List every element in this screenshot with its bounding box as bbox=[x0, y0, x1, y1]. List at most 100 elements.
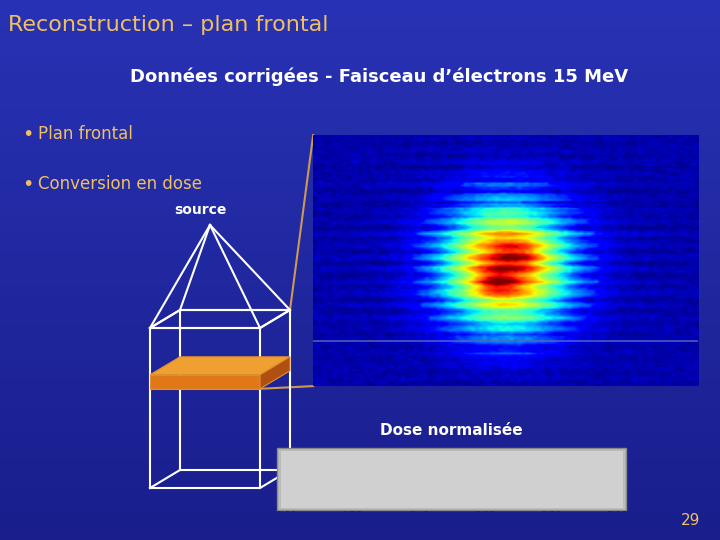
Text: Dose normalisée: Dose normalisée bbox=[380, 423, 523, 438]
Text: 0.00: 0.00 bbox=[275, 503, 297, 514]
Bar bbox=[0, 294, 720, 297]
Text: 0.20: 0.20 bbox=[341, 503, 363, 514]
Bar bbox=[0, 427, 720, 429]
Bar bbox=[0, 103, 720, 105]
Bar bbox=[0, 362, 720, 364]
Bar bbox=[0, 232, 720, 235]
Bar bbox=[0, 367, 720, 370]
Bar bbox=[0, 462, 720, 464]
Bar bbox=[0, 335, 720, 338]
Bar bbox=[442, 495, 618, 498]
Bar bbox=[0, 356, 720, 359]
Bar bbox=[0, 208, 720, 211]
Bar bbox=[0, 378, 720, 381]
Bar bbox=[0, 235, 720, 238]
Bar bbox=[0, 510, 720, 513]
Bar bbox=[0, 284, 720, 286]
Bar bbox=[0, 202, 720, 205]
Bar bbox=[0, 124, 720, 127]
Bar bbox=[0, 43, 720, 46]
Bar bbox=[0, 240, 720, 243]
Bar bbox=[0, 205, 720, 208]
Bar bbox=[0, 402, 720, 405]
Bar bbox=[0, 491, 720, 494]
Bar bbox=[0, 138, 720, 140]
Bar bbox=[0, 54, 720, 57]
Bar bbox=[0, 432, 720, 435]
Bar bbox=[0, 459, 720, 462]
Bar bbox=[0, 332, 720, 335]
Bar bbox=[0, 389, 720, 392]
Bar bbox=[0, 418, 720, 421]
Bar bbox=[0, 94, 720, 97]
Bar bbox=[0, 243, 720, 246]
Bar bbox=[0, 162, 720, 165]
Bar bbox=[0, 130, 720, 132]
Bar bbox=[0, 30, 720, 32]
Bar bbox=[0, 286, 720, 289]
Bar bbox=[0, 448, 720, 451]
Bar bbox=[0, 327, 720, 329]
Bar bbox=[0, 297, 720, 300]
Bar bbox=[0, 140, 720, 143]
Bar bbox=[0, 537, 720, 540]
Bar bbox=[0, 119, 720, 122]
Bar bbox=[0, 238, 720, 240]
Bar bbox=[0, 475, 720, 478]
Bar bbox=[0, 5, 720, 8]
Bar bbox=[0, 194, 720, 197]
Bar bbox=[0, 32, 720, 35]
Bar bbox=[0, 97, 720, 100]
Bar bbox=[0, 200, 720, 202]
Bar bbox=[0, 375, 720, 378]
Bar bbox=[0, 316, 720, 319]
Bar bbox=[0, 408, 720, 410]
Bar bbox=[0, 464, 720, 467]
Bar bbox=[0, 405, 720, 408]
Bar bbox=[0, 394, 720, 397]
Bar bbox=[0, 289, 720, 292]
Bar bbox=[0, 313, 720, 316]
Bar bbox=[0, 127, 720, 130]
Bar bbox=[0, 92, 720, 94]
Text: 0.60: 0.60 bbox=[474, 503, 495, 514]
Bar bbox=[0, 146, 720, 148]
Text: Plan frontal: Plan frontal bbox=[38, 125, 133, 143]
Bar bbox=[0, 16, 720, 19]
Bar bbox=[0, 373, 720, 375]
Bar bbox=[0, 132, 720, 135]
Bar bbox=[286, 494, 442, 500]
Bar bbox=[0, 84, 720, 86]
Bar bbox=[0, 292, 720, 294]
Bar bbox=[0, 122, 720, 124]
Bar bbox=[0, 486, 720, 489]
Bar bbox=[0, 76, 720, 78]
Text: Conversion en dose: Conversion en dose bbox=[38, 175, 202, 193]
Bar bbox=[0, 351, 720, 354]
Bar bbox=[0, 14, 720, 16]
Bar bbox=[0, 370, 720, 373]
Bar bbox=[0, 456, 720, 459]
Polygon shape bbox=[260, 357, 290, 389]
Bar bbox=[0, 256, 720, 259]
Text: •: • bbox=[22, 125, 33, 144]
Bar bbox=[0, 105, 720, 108]
Bar bbox=[0, 0, 720, 3]
Text: 0.40: 0.40 bbox=[408, 503, 429, 514]
Text: Données corrigées - Faisceau d’électrons 15 MeV: Données corrigées - Faisceau d’électrons… bbox=[130, 68, 628, 86]
Bar bbox=[0, 529, 720, 532]
Bar bbox=[0, 443, 720, 445]
Bar bbox=[0, 470, 720, 472]
Bar bbox=[0, 211, 720, 213]
Bar bbox=[0, 176, 720, 178]
Bar bbox=[0, 221, 720, 224]
Bar bbox=[0, 51, 720, 54]
Bar bbox=[0, 35, 720, 38]
Bar bbox=[0, 364, 720, 367]
Bar bbox=[0, 383, 720, 386]
Bar bbox=[0, 281, 720, 284]
Bar bbox=[0, 89, 720, 92]
Text: source: source bbox=[174, 203, 226, 217]
Bar bbox=[0, 302, 720, 305]
Bar bbox=[0, 184, 720, 186]
